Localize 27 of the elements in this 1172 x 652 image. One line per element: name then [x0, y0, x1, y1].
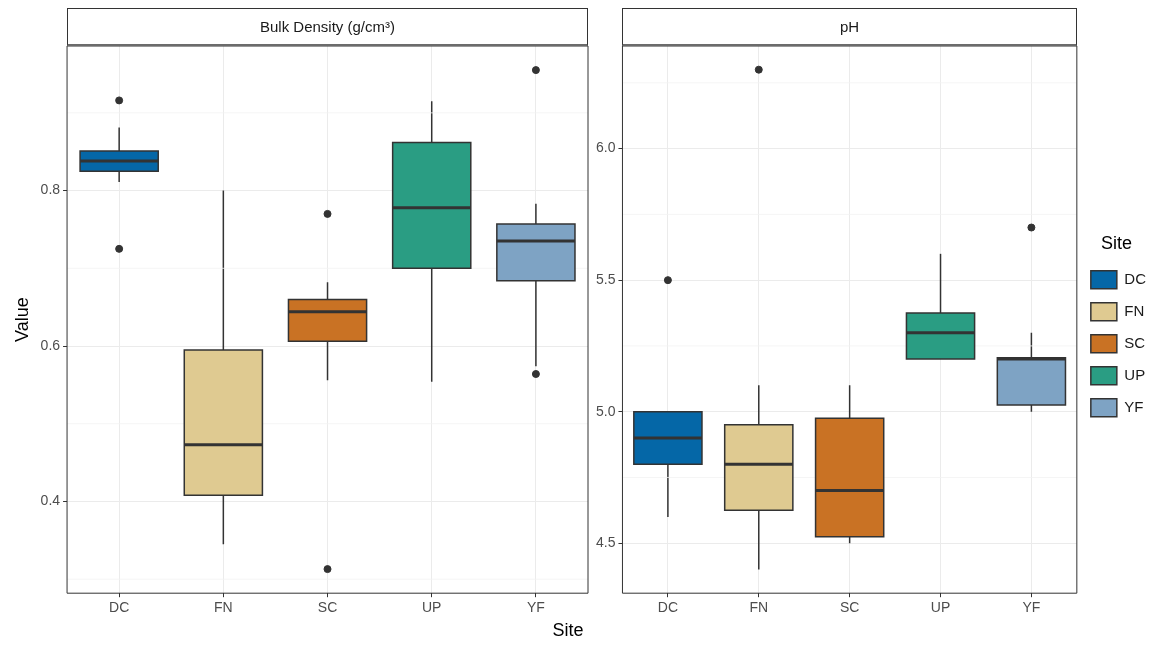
- y-tick-label: 5.5: [595, 271, 616, 287]
- x-tick-label: YF: [526, 599, 545, 616]
- x-tick-label: YF: [1022, 599, 1041, 616]
- legend-label: DC: [1124, 269, 1147, 287]
- x-axis-title: Site: [551, 620, 585, 641]
- chart-title: pH: [622, 8, 1077, 46]
- y-tick-label: 4.5: [595, 534, 616, 551]
- legend-label: UP: [1124, 365, 1146, 383]
- y-tick-label: 5.0: [595, 402, 616, 419]
- x-tick-label: UP: [421, 599, 442, 616]
- x-tick-label: SC: [839, 599, 860, 616]
- legend-title: Site: [1100, 233, 1132, 254]
- y-tick-label: 0.8: [40, 181, 61, 198]
- chart-title: Bulk Density (g/cm³): [67, 8, 588, 46]
- y-tick-label: 6.0: [595, 139, 616, 156]
- x-tick-label: UP: [930, 599, 951, 616]
- legend-label: FN: [1124, 301, 1145, 319]
- y-axis-title: Value: [11, 297, 32, 342]
- y-tick-label: 0.4: [40, 492, 61, 509]
- x-tick-label: FN: [214, 599, 233, 616]
- legend-label: SC: [1124, 333, 1146, 351]
- x-tick-label: DC: [109, 599, 130, 616]
- legend-label: YF: [1124, 397, 1144, 415]
- x-tick-label: SC: [317, 599, 338, 616]
- x-tick-label: FN: [749, 599, 769, 616]
- y-tick-label: 0.6: [40, 336, 61, 353]
- x-tick-label: DC: [657, 599, 679, 616]
